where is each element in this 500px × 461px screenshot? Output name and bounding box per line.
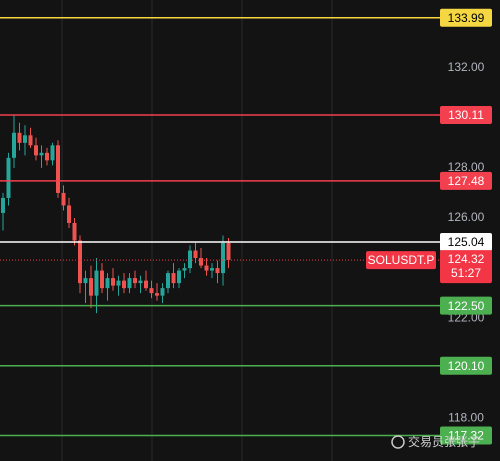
candle-body — [144, 280, 148, 289]
candle-body — [149, 288, 154, 294]
candle-body — [45, 152, 49, 161]
price-label-box — [440, 171, 492, 190]
candle-body — [204, 265, 209, 271]
price-label: 117.32 — [448, 429, 484, 443]
countdown-label: 51:27 — [451, 266, 481, 280]
candle-body — [94, 270, 99, 296]
candle-body — [6, 157, 11, 198]
y-tick-label: 132.00 — [448, 60, 485, 74]
candle-body — [78, 240, 82, 284]
price-label: 130.11 — [448, 108, 484, 122]
candle-body — [12, 132, 16, 158]
candle-body — [193, 250, 198, 259]
candle-body — [188, 250, 192, 269]
price-label-box — [440, 233, 492, 252]
candle-body — [127, 278, 132, 289]
price-label-box — [440, 356, 492, 375]
watermark-icon — [391, 435, 405, 449]
candle-body — [199, 258, 203, 266]
candle-body — [210, 268, 214, 271]
candle-body — [122, 280, 126, 289]
current-price-box — [440, 250, 492, 284]
candle-body — [67, 205, 71, 223]
candle-body — [61, 192, 66, 206]
candle-body — [221, 243, 225, 274]
candle-body — [56, 145, 60, 193]
plot: 132.00128.00126.00122.00118.00133.99130.… — [0, 8, 492, 445]
current-price-label: 124.32 — [448, 252, 485, 266]
candle-body — [105, 278, 110, 289]
candle-body — [133, 278, 137, 284]
price-label: 125.04 — [448, 235, 485, 249]
candle-body — [34, 145, 38, 156]
candle-body — [83, 278, 88, 284]
candle-body — [1, 197, 5, 213]
watermark-text: 交易员张张子 — [408, 434, 480, 449]
y-tick-label: 128.00 — [448, 160, 485, 174]
candle-body — [89, 278, 93, 296]
candle-body — [28, 135, 33, 146]
candle-body — [138, 280, 143, 284]
candle-body — [177, 270, 181, 284]
candle-body — [23, 135, 27, 143]
price-label: 122.50 — [448, 299, 485, 313]
candle-body — [72, 222, 77, 241]
price-label: 120.10 — [448, 359, 485, 373]
candle-body — [155, 293, 159, 296]
candle-body — [50, 145, 55, 161]
candle-body — [226, 243, 231, 261]
candle-body — [166, 273, 170, 289]
candle-body — [17, 132, 22, 143]
price-label: 133.99 — [448, 11, 485, 25]
candle-body — [100, 270, 104, 289]
candle-body — [182, 268, 187, 271]
price-label: 127.48 — [448, 174, 485, 188]
price-label-box — [440, 8, 492, 27]
y-tick-label: 118.00 — [448, 411, 484, 425]
candle-body — [39, 152, 44, 156]
candle-body — [171, 273, 176, 284]
watermark: 交易员张张子 — [391, 434, 480, 449]
y-tick-label: 126.00 — [448, 210, 485, 224]
symbol-label: SOLUSDT.P — [368, 253, 435, 267]
symbol-box — [366, 251, 436, 270]
candle-body — [215, 268, 220, 274]
candle-body — [160, 288, 165, 296]
candle-body — [111, 278, 115, 286]
candle-body — [116, 280, 121, 286]
price-label-box — [440, 105, 492, 124]
price-label-box — [440, 296, 492, 315]
price-label-box — [440, 426, 492, 445]
